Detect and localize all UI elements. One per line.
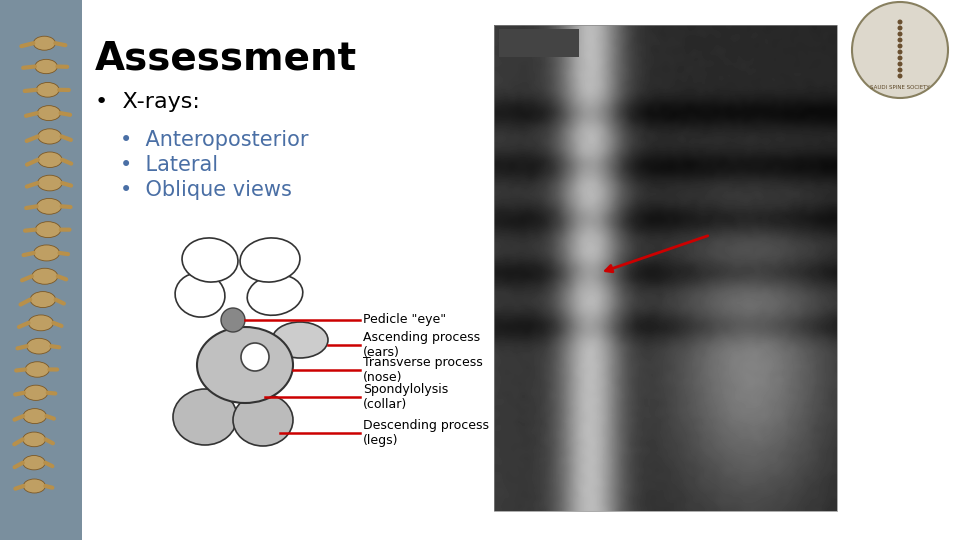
Circle shape [898,37,902,43]
Circle shape [221,308,245,332]
Ellipse shape [29,315,54,331]
Circle shape [898,25,902,30]
Ellipse shape [34,245,60,261]
Text: •  Lateral: • Lateral [120,155,218,175]
Ellipse shape [30,292,56,307]
Ellipse shape [24,385,48,400]
Ellipse shape [248,275,302,315]
Circle shape [898,44,902,49]
Ellipse shape [23,456,45,470]
Text: Pedicle "eye": Pedicle "eye" [363,314,446,327]
Circle shape [898,73,902,78]
Ellipse shape [37,106,60,120]
Ellipse shape [38,152,62,167]
Ellipse shape [27,339,51,354]
Text: SAUDI SPINE SOCIETY: SAUDI SPINE SOCIETY [870,85,930,90]
Ellipse shape [233,394,293,446]
Ellipse shape [34,36,56,50]
Circle shape [852,2,948,98]
Ellipse shape [197,327,293,403]
Ellipse shape [36,198,61,214]
Text: •  X-rays:: • X-rays: [95,92,200,112]
Ellipse shape [25,362,49,377]
Ellipse shape [173,389,237,445]
Circle shape [898,56,902,60]
Circle shape [898,62,902,66]
Bar [499,29,579,57]
Bar [494,25,837,511]
Ellipse shape [35,59,58,73]
Text: Assessment: Assessment [95,40,357,78]
Text: •  Anteroposterior: • Anteroposterior [120,130,308,150]
Circle shape [898,68,902,72]
Circle shape [898,50,902,55]
Text: Spondylolysis
(collar): Spondylolysis (collar) [363,383,448,411]
Ellipse shape [37,175,62,191]
Ellipse shape [23,432,45,447]
Ellipse shape [23,409,46,423]
Text: Ascending process
(ears): Ascending process (ears) [363,331,480,359]
Circle shape [898,19,902,24]
Circle shape [241,343,269,371]
Ellipse shape [36,222,60,238]
Text: Transverse process
(nose): Transverse process (nose) [363,356,483,384]
Text: •  Oblique views: • Oblique views [120,180,292,200]
Ellipse shape [36,83,60,97]
Ellipse shape [240,238,300,282]
Text: Descending process
(legs): Descending process (legs) [363,419,489,447]
Ellipse shape [37,129,61,144]
Ellipse shape [23,479,45,493]
Bar [0,0,82,540]
Ellipse shape [182,238,238,282]
Ellipse shape [272,322,328,358]
Ellipse shape [175,273,225,317]
Circle shape [898,31,902,37]
Ellipse shape [32,268,58,284]
